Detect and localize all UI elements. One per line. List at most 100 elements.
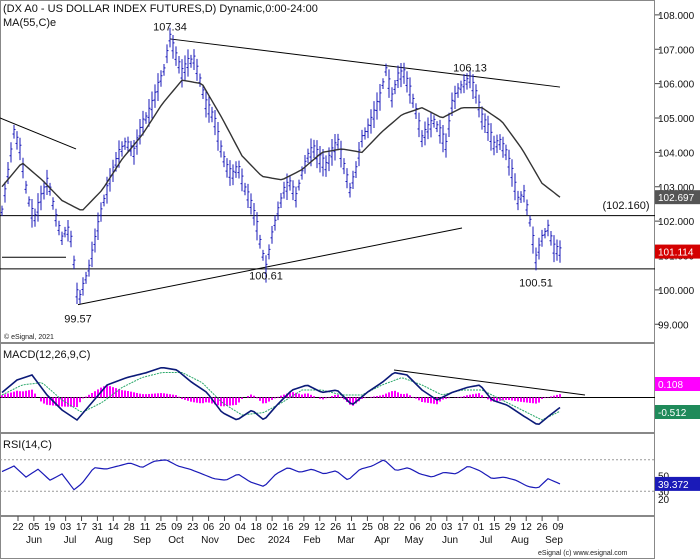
x-tick-label: 11: [140, 522, 151, 533]
macd-value-tag: [655, 377, 700, 391]
lower-trendline: [77, 227, 463, 306]
rsi-ytick-label: 20: [658, 495, 670, 506]
ma-line: [1, 79, 561, 211]
axis-layer: 108.000 107.000 106.000 105.000 104.000 103.0…: [12, 11, 700, 546]
price-ytick-label: 107.000: [658, 45, 695, 56]
x-tick-label: 03: [441, 522, 453, 533]
x-tick-label: 25: [155, 522, 167, 533]
x-tick-label: 29: [298, 522, 310, 533]
month-label: Dec: [237, 535, 255, 546]
x-tick-label: 31: [92, 522, 104, 533]
rsi-value-tag: [655, 476, 700, 491]
x-tick-label: 15: [489, 522, 501, 533]
price-ytick-label: 106.000: [658, 80, 695, 91]
x-tick-label: 26: [537, 522, 549, 533]
macd-value-text: 0.108: [658, 380, 683, 391]
month-label: May: [405, 535, 424, 546]
month-label: Feb: [303, 535, 321, 546]
watermark: © eSignal, 2021: [4, 333, 54, 341]
price-panel: [0, 0, 655, 343]
x-tick-label: 26: [330, 522, 342, 533]
x-tick-label: 23: [187, 522, 199, 533]
month-label: Mar: [337, 535, 355, 546]
annotation-label: 107.34: [153, 21, 187, 33]
price-ytick-label: 102.000: [658, 217, 695, 228]
x-tick-label: 06: [203, 522, 215, 533]
annotation-label: 106.13: [453, 63, 487, 75]
x-tick-label: 20: [219, 522, 231, 533]
price-ytick-label: 103.000: [658, 183, 695, 194]
x-tick-label: 22: [12, 522, 24, 533]
rsi-label: RSI(14,C): [3, 439, 52, 451]
rsi-panel: [0, 433, 655, 516]
month-label: Aug: [511, 535, 529, 546]
chart-title: (DX A0 - US DOLLAR INDEX FUTURES,D) Dyna…: [3, 3, 318, 15]
price-ytick-label: 104.000: [658, 148, 695, 159]
x-tick-label: 20: [425, 522, 437, 533]
month-label: Aug: [95, 535, 113, 546]
left-trendline: [0, 117, 77, 150]
macd-panel: [0, 343, 655, 433]
rsi-ytick-label: 30: [658, 487, 670, 498]
x-tick-label: 02: [267, 522, 279, 533]
rsi-value-text: 39.372: [658, 480, 689, 491]
x-tick-label: 09: [552, 522, 564, 533]
rsi-line: [1, 459, 561, 491]
month-label: Sep: [133, 535, 151, 546]
annotation-label: (102.160): [602, 200, 649, 212]
x-tick-label: 12: [521, 522, 533, 533]
macd-label: MACD(12,26,9,C): [3, 349, 90, 361]
rsi-layer: [0, 459, 655, 492]
time-axis: [0, 516, 655, 559]
price-ytick-label: 100.000: [658, 286, 695, 297]
price-ytick-label: 105.000: [658, 114, 695, 125]
macd-layer: [0, 367, 655, 426]
x-tick-label: 17: [457, 522, 469, 533]
x-tick-label: 19: [44, 522, 56, 533]
ma-label: MA(55,C)e: [3, 17, 56, 29]
ma-value-text: 102.697: [658, 193, 695, 204]
price-ytick-label: 108.000: [658, 11, 695, 22]
footer-copyright: eSignal (c) www.esignal.com: [538, 550, 628, 557]
x-tick-label: 08: [378, 522, 390, 533]
month-label: 2024: [268, 535, 291, 546]
x-tick-label: 11: [346, 522, 357, 533]
signal-value-tag: [655, 405, 700, 419]
signal-value-text: -0.512: [658, 408, 687, 419]
annotation-label: 99.57: [64, 314, 92, 326]
x-tick-label: 28: [124, 522, 136, 533]
annotation-label: 100.51: [519, 277, 553, 289]
month-label: Jul: [64, 535, 77, 546]
month-label: Nov: [201, 535, 219, 546]
x-tick-label: 16: [282, 522, 294, 533]
month-label: Oct: [168, 535, 184, 546]
price-layer: 107.34 106.13 (102.160) 100.61 100.51 99.57: [0, 21, 655, 326]
x-tick-label: 25: [362, 522, 374, 533]
x-tick-label: 22: [394, 522, 406, 533]
x-tick-label: 14: [108, 522, 120, 533]
month-label: Jul: [480, 535, 493, 546]
ma-value-tag: [655, 190, 700, 205]
price-value-tag: [655, 244, 700, 259]
x-tick-label: 04: [235, 522, 247, 533]
macd-line: [1, 367, 561, 426]
macd-trendline: [393, 369, 586, 396]
x-tick-label: 03: [60, 522, 72, 533]
macd-signal-line: [1, 372, 561, 421]
month-label: Sep: [545, 535, 563, 546]
month-label: Jun: [26, 535, 42, 546]
upper-trendline: [169, 38, 561, 88]
x-tick-label: 18: [251, 522, 263, 533]
price-ytick-label: 99.000: [658, 320, 689, 331]
x-tick-label: 12: [314, 522, 326, 533]
month-label: Jun: [442, 535, 458, 546]
x-tick-label: 05: [28, 522, 40, 533]
price-value-text: 101.114: [658, 248, 694, 259]
x-tick-label: 09: [171, 522, 183, 533]
month-label: Apr: [374, 535, 390, 546]
annotation-label: 100.61: [249, 271, 283, 283]
x-tick-label: 06: [409, 522, 421, 533]
x-tick-label: 01: [473, 522, 485, 533]
x-tick-label: 17: [76, 522, 88, 533]
